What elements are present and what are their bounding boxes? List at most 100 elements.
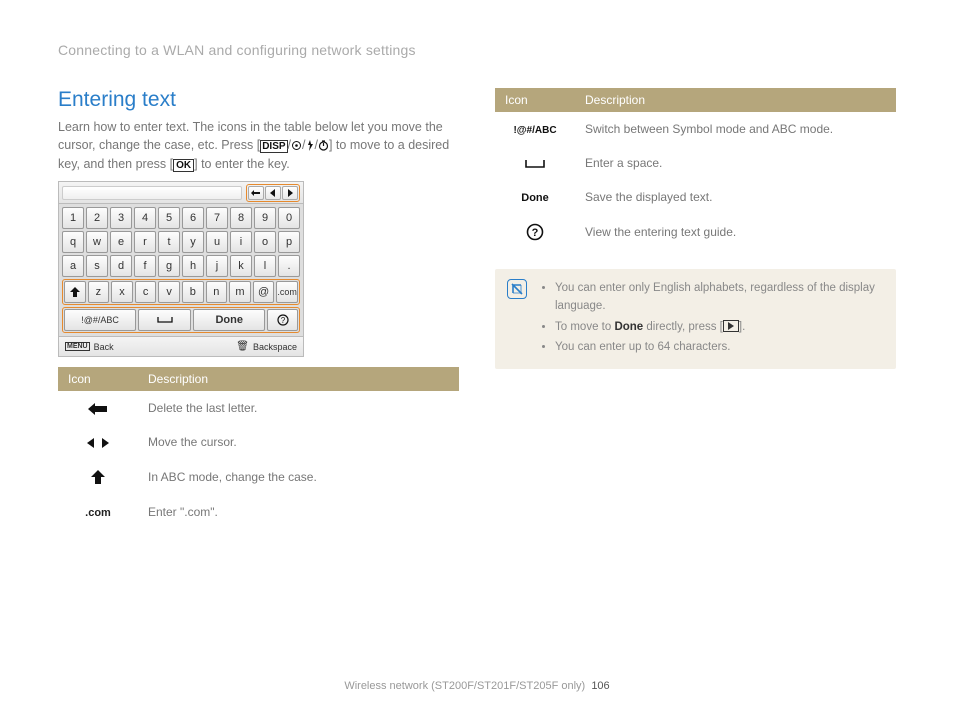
key[interactable]: @ bbox=[253, 281, 275, 303]
keyboard-footer: MENU Back 🗑 Backspace bbox=[59, 336, 303, 356]
key[interactable]: 0 bbox=[278, 207, 300, 229]
keyboard-input-strip bbox=[59, 182, 303, 204]
footer-text: Wireless network (ST200F/ST201F/ST205F o… bbox=[344, 680, 585, 692]
keyboard-grid: 1 2 3 4 5 6 7 8 9 0 q w e r t y bbox=[59, 204, 303, 336]
key[interactable]: r bbox=[134, 231, 156, 253]
key[interactable]: n bbox=[206, 281, 228, 303]
th-icon: Icon bbox=[495, 88, 575, 112]
section-title: Entering text bbox=[58, 88, 459, 112]
done-icon: Done bbox=[495, 180, 575, 214]
key[interactable]: 2 bbox=[86, 207, 108, 229]
key[interactable]: z bbox=[88, 281, 110, 303]
key[interactable]: h bbox=[182, 255, 204, 277]
th-icon: Icon bbox=[58, 367, 138, 391]
key[interactable]: o bbox=[254, 231, 276, 253]
text-field[interactable] bbox=[62, 186, 242, 200]
intro-text: Learn how to enter text. The icons in th… bbox=[58, 118, 459, 173]
ok-icon: OK bbox=[173, 159, 194, 172]
key[interactable]: w bbox=[86, 231, 108, 253]
key[interactable]: p bbox=[278, 231, 300, 253]
abc-toggle-key[interactable]: !@#/ABC bbox=[64, 309, 136, 331]
delete-icon bbox=[58, 391, 138, 425]
th-desc: Description bbox=[575, 88, 896, 112]
note-item: To move to Done directly, press []. bbox=[555, 318, 884, 336]
key[interactable]: m bbox=[229, 281, 251, 303]
note-box: You can enter only English alphabets, re… bbox=[495, 269, 896, 369]
highlighted-row: z x c v b n m @ .com bbox=[62, 279, 300, 305]
key[interactable]: 6 bbox=[182, 207, 204, 229]
key[interactable]: e bbox=[110, 231, 132, 253]
key[interactable]: x bbox=[111, 281, 133, 303]
right-desc-table: Icon Description !@#/ABC Switch between … bbox=[495, 88, 896, 251]
intro-c: ] to enter the key. bbox=[194, 157, 290, 171]
cursor-icon bbox=[58, 425, 138, 459]
space-key[interactable] bbox=[138, 309, 191, 331]
desc-cell: Enter a space. bbox=[575, 146, 896, 180]
note-list: You can enter only English alphabets, re… bbox=[541, 279, 884, 357]
done-key[interactable]: Done bbox=[193, 309, 265, 331]
com-icon: .com bbox=[58, 495, 138, 529]
key[interactable]: 3 bbox=[110, 207, 132, 229]
key[interactable]: d bbox=[110, 255, 132, 277]
abc-icon: !@#/ABC bbox=[495, 112, 575, 146]
key[interactable]: i bbox=[230, 231, 252, 253]
desc-cell: Enter ".com". bbox=[138, 495, 459, 529]
key[interactable]: j bbox=[206, 255, 228, 277]
key[interactable]: 1 bbox=[62, 207, 84, 229]
case-icon bbox=[58, 459, 138, 495]
key[interactable]: 9 bbox=[254, 207, 276, 229]
key[interactable]: . bbox=[278, 255, 300, 277]
key[interactable]: l bbox=[254, 255, 276, 277]
left-desc-table: Icon Description Delete the last letter.… bbox=[58, 367, 459, 529]
space-icon bbox=[495, 146, 575, 180]
timer-icon bbox=[318, 140, 329, 151]
right-column: Icon Description !@#/ABC Switch between … bbox=[495, 88, 896, 529]
keyboard: 1 2 3 4 5 6 7 8 9 0 q w e r t y bbox=[58, 181, 304, 357]
back-label: Back bbox=[94, 342, 114, 352]
key[interactable]: f bbox=[134, 255, 156, 277]
left-column: Entering text Learn how to enter text. T… bbox=[58, 88, 459, 529]
page-footer: Wireless network (ST200F/ST201F/ST205F o… bbox=[0, 680, 954, 692]
com-key[interactable]: .com bbox=[276, 281, 298, 303]
key[interactable]: 5 bbox=[158, 207, 180, 229]
disp-icon: DISP bbox=[260, 140, 287, 153]
key[interactable]: q bbox=[62, 231, 84, 253]
flower-icon bbox=[291, 140, 302, 151]
key[interactable]: y bbox=[182, 231, 204, 253]
svg-text:?: ? bbox=[280, 316, 285, 325]
key[interactable]: s bbox=[86, 255, 108, 277]
shift-key[interactable] bbox=[64, 281, 86, 303]
back-arrow-key[interactable] bbox=[248, 186, 264, 200]
right-arrow-key[interactable] bbox=[282, 186, 298, 200]
desc-cell: Delete the last letter. bbox=[138, 391, 459, 425]
note-item: You can enter only English alphabets, re… bbox=[555, 279, 884, 316]
play-icon bbox=[723, 320, 739, 332]
key[interactable]: a bbox=[62, 255, 84, 277]
backspace-label: Backspace bbox=[253, 342, 297, 352]
key[interactable]: g bbox=[158, 255, 180, 277]
nav-arrows-group bbox=[246, 184, 300, 202]
help-key[interactable]: ? bbox=[267, 309, 298, 331]
key[interactable]: u bbox=[206, 231, 228, 253]
note-icon bbox=[507, 279, 527, 299]
breadcrumb: Connecting to a WLAN and configuring net… bbox=[58, 42, 896, 58]
key[interactable]: 4 bbox=[134, 207, 156, 229]
menu-icon: MENU bbox=[65, 342, 90, 351]
key[interactable]: v bbox=[158, 281, 180, 303]
key[interactable]: c bbox=[135, 281, 157, 303]
left-arrow-key[interactable] bbox=[265, 186, 281, 200]
th-desc: Description bbox=[138, 367, 459, 391]
key[interactable]: t bbox=[158, 231, 180, 253]
key[interactable]: b bbox=[182, 281, 204, 303]
trash-icon: 🗑 bbox=[236, 341, 249, 352]
svg-text:?: ? bbox=[532, 227, 539, 239]
flash-icon bbox=[306, 140, 315, 151]
desc-cell: Switch between Symbol mode and ABC mode. bbox=[575, 112, 896, 146]
key[interactable]: 8 bbox=[230, 207, 252, 229]
desc-cell: Move the cursor. bbox=[138, 425, 459, 459]
key[interactable]: 7 bbox=[206, 207, 228, 229]
desc-cell: View the entering text guide. bbox=[575, 214, 896, 251]
desc-cell: In ABC mode, change the case. bbox=[138, 459, 459, 495]
highlighted-bottom-row: !@#/ABC Done ? bbox=[62, 307, 300, 333]
key[interactable]: k bbox=[230, 255, 252, 277]
